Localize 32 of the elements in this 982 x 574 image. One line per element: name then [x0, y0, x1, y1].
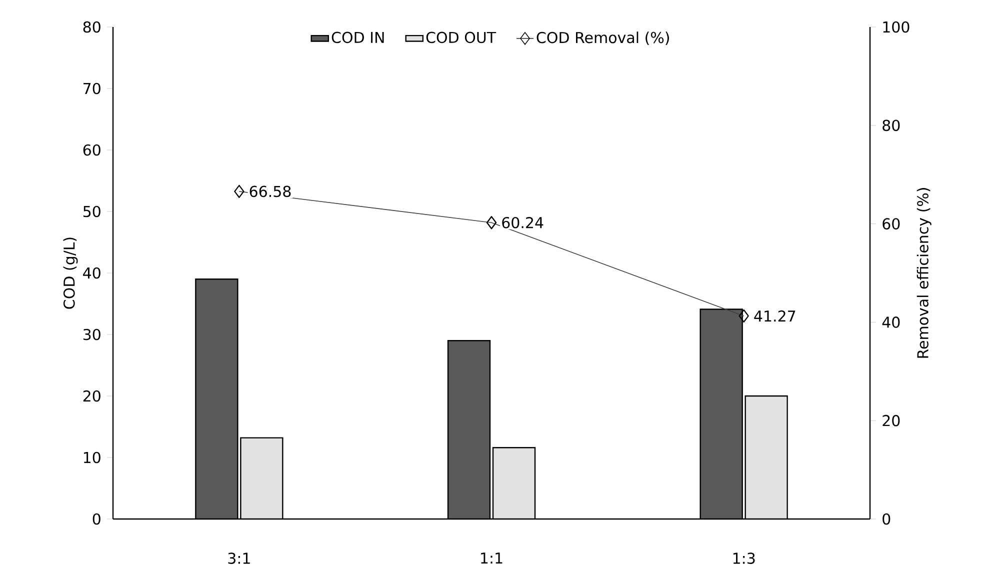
- y-tick-label: 0: [92, 513, 100, 525]
- y-tick-label: 10: [84, 452, 100, 464]
- y-tick-label: 80: [83, 21, 100, 33]
- legend-label: COD Removal (%): [536, 32, 669, 45]
- x-tick-label: 1:3: [733, 552, 755, 564]
- y2-axis-title: Removal efficiency (%): [916, 188, 932, 358]
- bar: [196, 279, 238, 519]
- y2-tick-label: 20: [882, 414, 900, 426]
- bar: [240, 438, 283, 519]
- y2-tick-label: 60: [882, 218, 900, 230]
- y2-tick-label: 80: [882, 120, 900, 132]
- data-label: 41.27: [754, 310, 796, 322]
- data-label: 66.58: [250, 186, 291, 198]
- data-label: 60.24: [502, 216, 544, 228]
- y-axis-title: COD (g/L): [63, 238, 78, 309]
- y-tick-label: 30: [83, 328, 100, 340]
- bar: [700, 308, 743, 519]
- y-tick-label: 60: [83, 144, 100, 156]
- legend-label: COD IN: [332, 32, 384, 44]
- bar: [493, 448, 536, 519]
- y-tick-label: 70: [84, 82, 100, 94]
- legend-label: COD OUT: [426, 32, 496, 44]
- bar: [744, 395, 788, 519]
- y-tick-label: 40: [83, 267, 100, 279]
- y2-tick-label: 100: [883, 21, 910, 33]
- bar: [448, 340, 490, 519]
- y2-tick-label: 0: [882, 513, 890, 525]
- y-tick-label: 50: [83, 206, 100, 218]
- x-tick-label: 3:1: [228, 552, 250, 564]
- y2-tick-label: 40: [882, 316, 900, 328]
- y-tick-label: 20: [83, 390, 100, 402]
- x-tick-label: 1:1: [481, 552, 502, 564]
